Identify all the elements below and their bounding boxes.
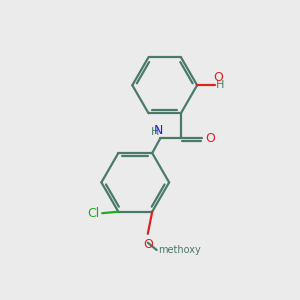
Text: H: H [216,80,225,90]
Text: H: H [151,128,159,137]
Text: Cl: Cl [88,207,100,220]
Text: O: O [213,71,223,84]
Text: O: O [205,132,215,145]
Text: O: O [143,238,153,251]
Text: methoxy: methoxy [158,245,201,255]
Text: N: N [154,124,163,137]
